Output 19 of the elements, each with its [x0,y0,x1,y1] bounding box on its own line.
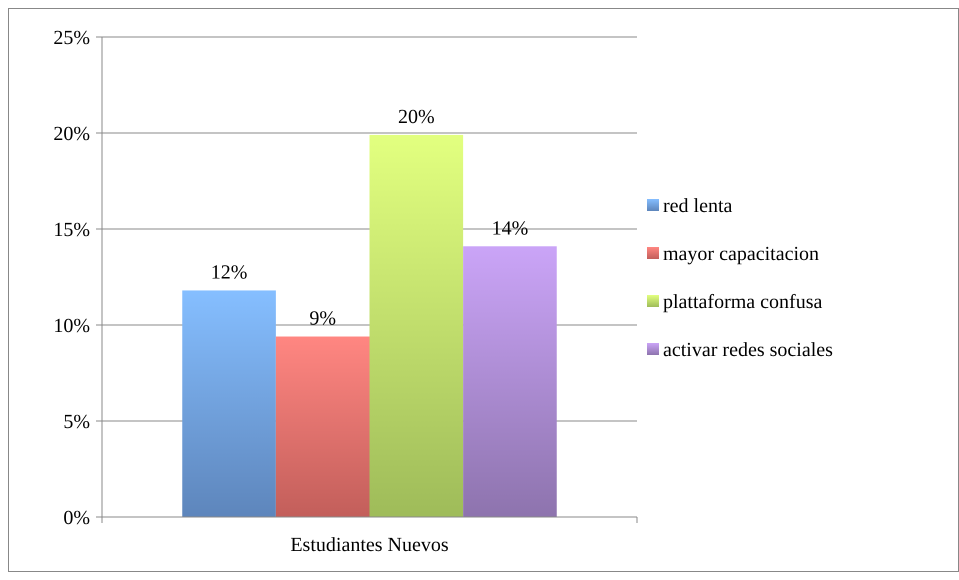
bar [276,336,370,517]
data-label: 9% [309,308,336,330]
legend-label: red lenta [663,195,733,217]
data-label: 14% [492,217,528,240]
legend-label: plattaforma confusa [663,291,822,313]
legend-label: mayor capacitacion [663,243,820,265]
legend-label: activar redes sociales [663,339,834,361]
y-tick-label: 15% [53,219,90,241]
y-tick-label: 5% [63,411,90,433]
data-label: 12% [210,261,248,284]
bar [370,134,464,517]
x-tick-label: Estudiantes Nuevos [290,534,449,556]
y-tick-label: 25% [53,27,90,49]
y-tick-label: 20% [53,123,90,145]
y-tick-label: 0% [63,507,90,529]
data-label: 20% [398,106,435,128]
y-tick-label: 10% [53,315,90,337]
bar [463,246,557,517]
bar [182,290,276,517]
